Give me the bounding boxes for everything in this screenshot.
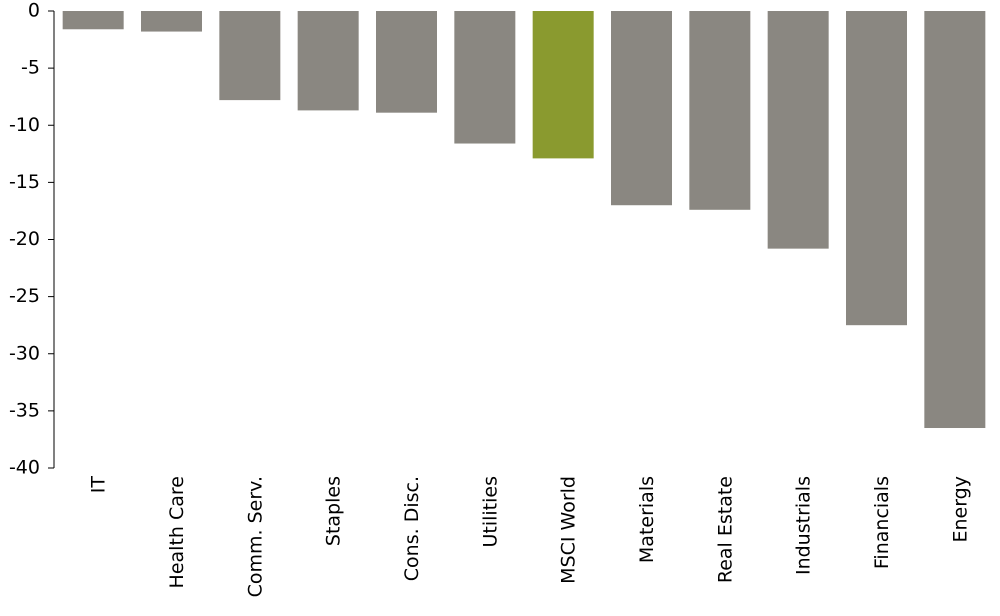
x-axis-labels: IT Health Care Comm. Serv. Staples Cons. Dis… [88,476,972,598]
y-tick-label: -15 [9,171,40,193]
x-category-label: Health Care [166,476,188,588]
x-category-label: IT [88,476,110,494]
x-category-label: Real Estate [714,476,736,583]
x-category-label: MSCI World [558,476,580,584]
bars [62,11,986,429]
y-tick-label: 0 [28,0,40,22]
x-category-label: Energy [949,476,971,543]
x-category-label: Cons. Disc. [401,476,423,581]
y-tick-label: -20 [9,228,40,250]
bar-it [62,11,124,30]
y-tick-label: -5 [21,57,40,79]
bar-staples [297,11,359,111]
bar-materials [611,11,672,206]
bar-energy [924,11,986,429]
bar-industrials [767,11,829,249]
y-ticks: 0 -5 -10 -15 -20 -25 -30 -35 -40 [9,0,54,479]
bar-utilities [454,11,516,144]
x-category-label: Industrials [793,476,815,575]
bar-msci-world [532,11,594,159]
x-category-label: Financials [871,476,893,569]
bar-health-care [141,11,202,32]
bar-comm-serv [219,11,281,101]
y-axis: 0 -5 -10 -15 -20 -25 -30 -35 -40 [9,0,55,479]
y-tick-label: -10 [9,114,40,136]
y-tick-label: -40 [9,457,40,479]
bar-real-estate [689,11,751,210]
y-tick-label: -35 [9,399,40,421]
x-category-label: Utilities [479,476,501,548]
y-tick-label: -30 [9,342,40,364]
x-category-label: Materials [636,476,658,563]
y-tick-label: -25 [9,285,40,307]
bar-cons-disc [376,11,437,113]
x-category-label: Comm. Serv. [244,476,266,597]
bar-financials [846,11,907,326]
x-category-label: Staples [323,476,345,546]
